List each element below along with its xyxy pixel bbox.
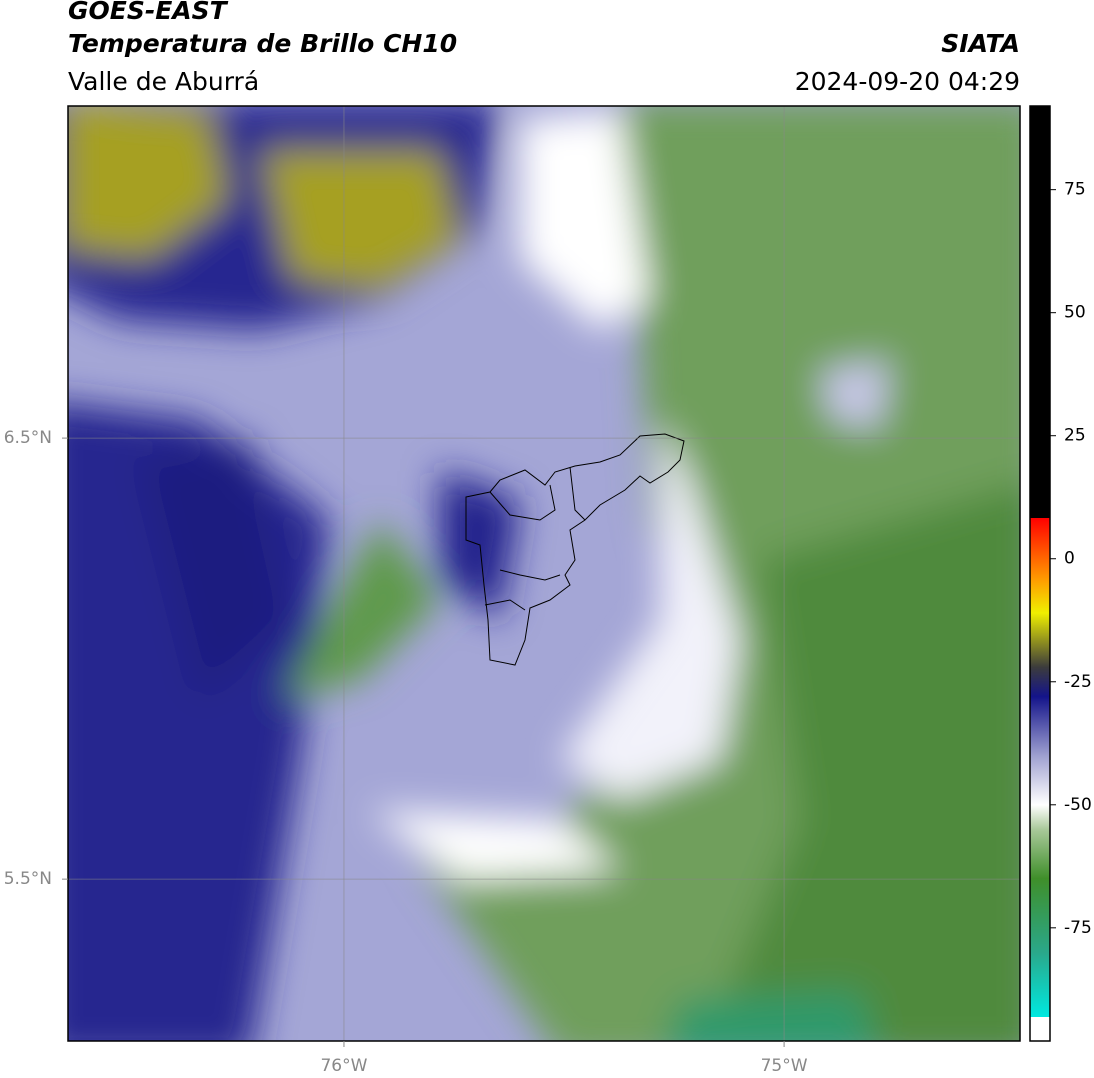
colorbar-tick-label: 75 bbox=[1064, 180, 1086, 200]
satellite-title: GOES-EAST bbox=[68, 0, 229, 25]
product-title: Temperatura de Brillo CH10 bbox=[68, 29, 457, 58]
colorbar-tick-label: -75 bbox=[1064, 918, 1092, 938]
map-field bbox=[68, 106, 1020, 1041]
map-grid bbox=[68, 106, 1020, 1041]
colorbar-tick-label: 25 bbox=[1064, 426, 1086, 446]
y-tick-label: 5.5°N bbox=[4, 869, 52, 889]
colorbar-tick-label: 0 bbox=[1064, 549, 1075, 569]
colorbar-tick-label: 50 bbox=[1064, 303, 1086, 323]
colorbar-tick-label: -50 bbox=[1064, 795, 1092, 815]
x-tick-label: 75°W bbox=[761, 1056, 808, 1076]
datetime-label: 2024-09-20 04:29 bbox=[795, 67, 1020, 96]
colorbar bbox=[1029, 105, 1051, 1042]
y-tick-label: 6.5°N bbox=[4, 428, 52, 448]
region-label: Valle de Aburrá bbox=[68, 67, 259, 96]
colorbar-tick-label: -25 bbox=[1064, 672, 1092, 692]
agency-label: SIATA bbox=[941, 29, 1020, 58]
map-frame bbox=[67, 105, 1021, 1042]
x-tick-label: 76°W bbox=[320, 1056, 367, 1076]
